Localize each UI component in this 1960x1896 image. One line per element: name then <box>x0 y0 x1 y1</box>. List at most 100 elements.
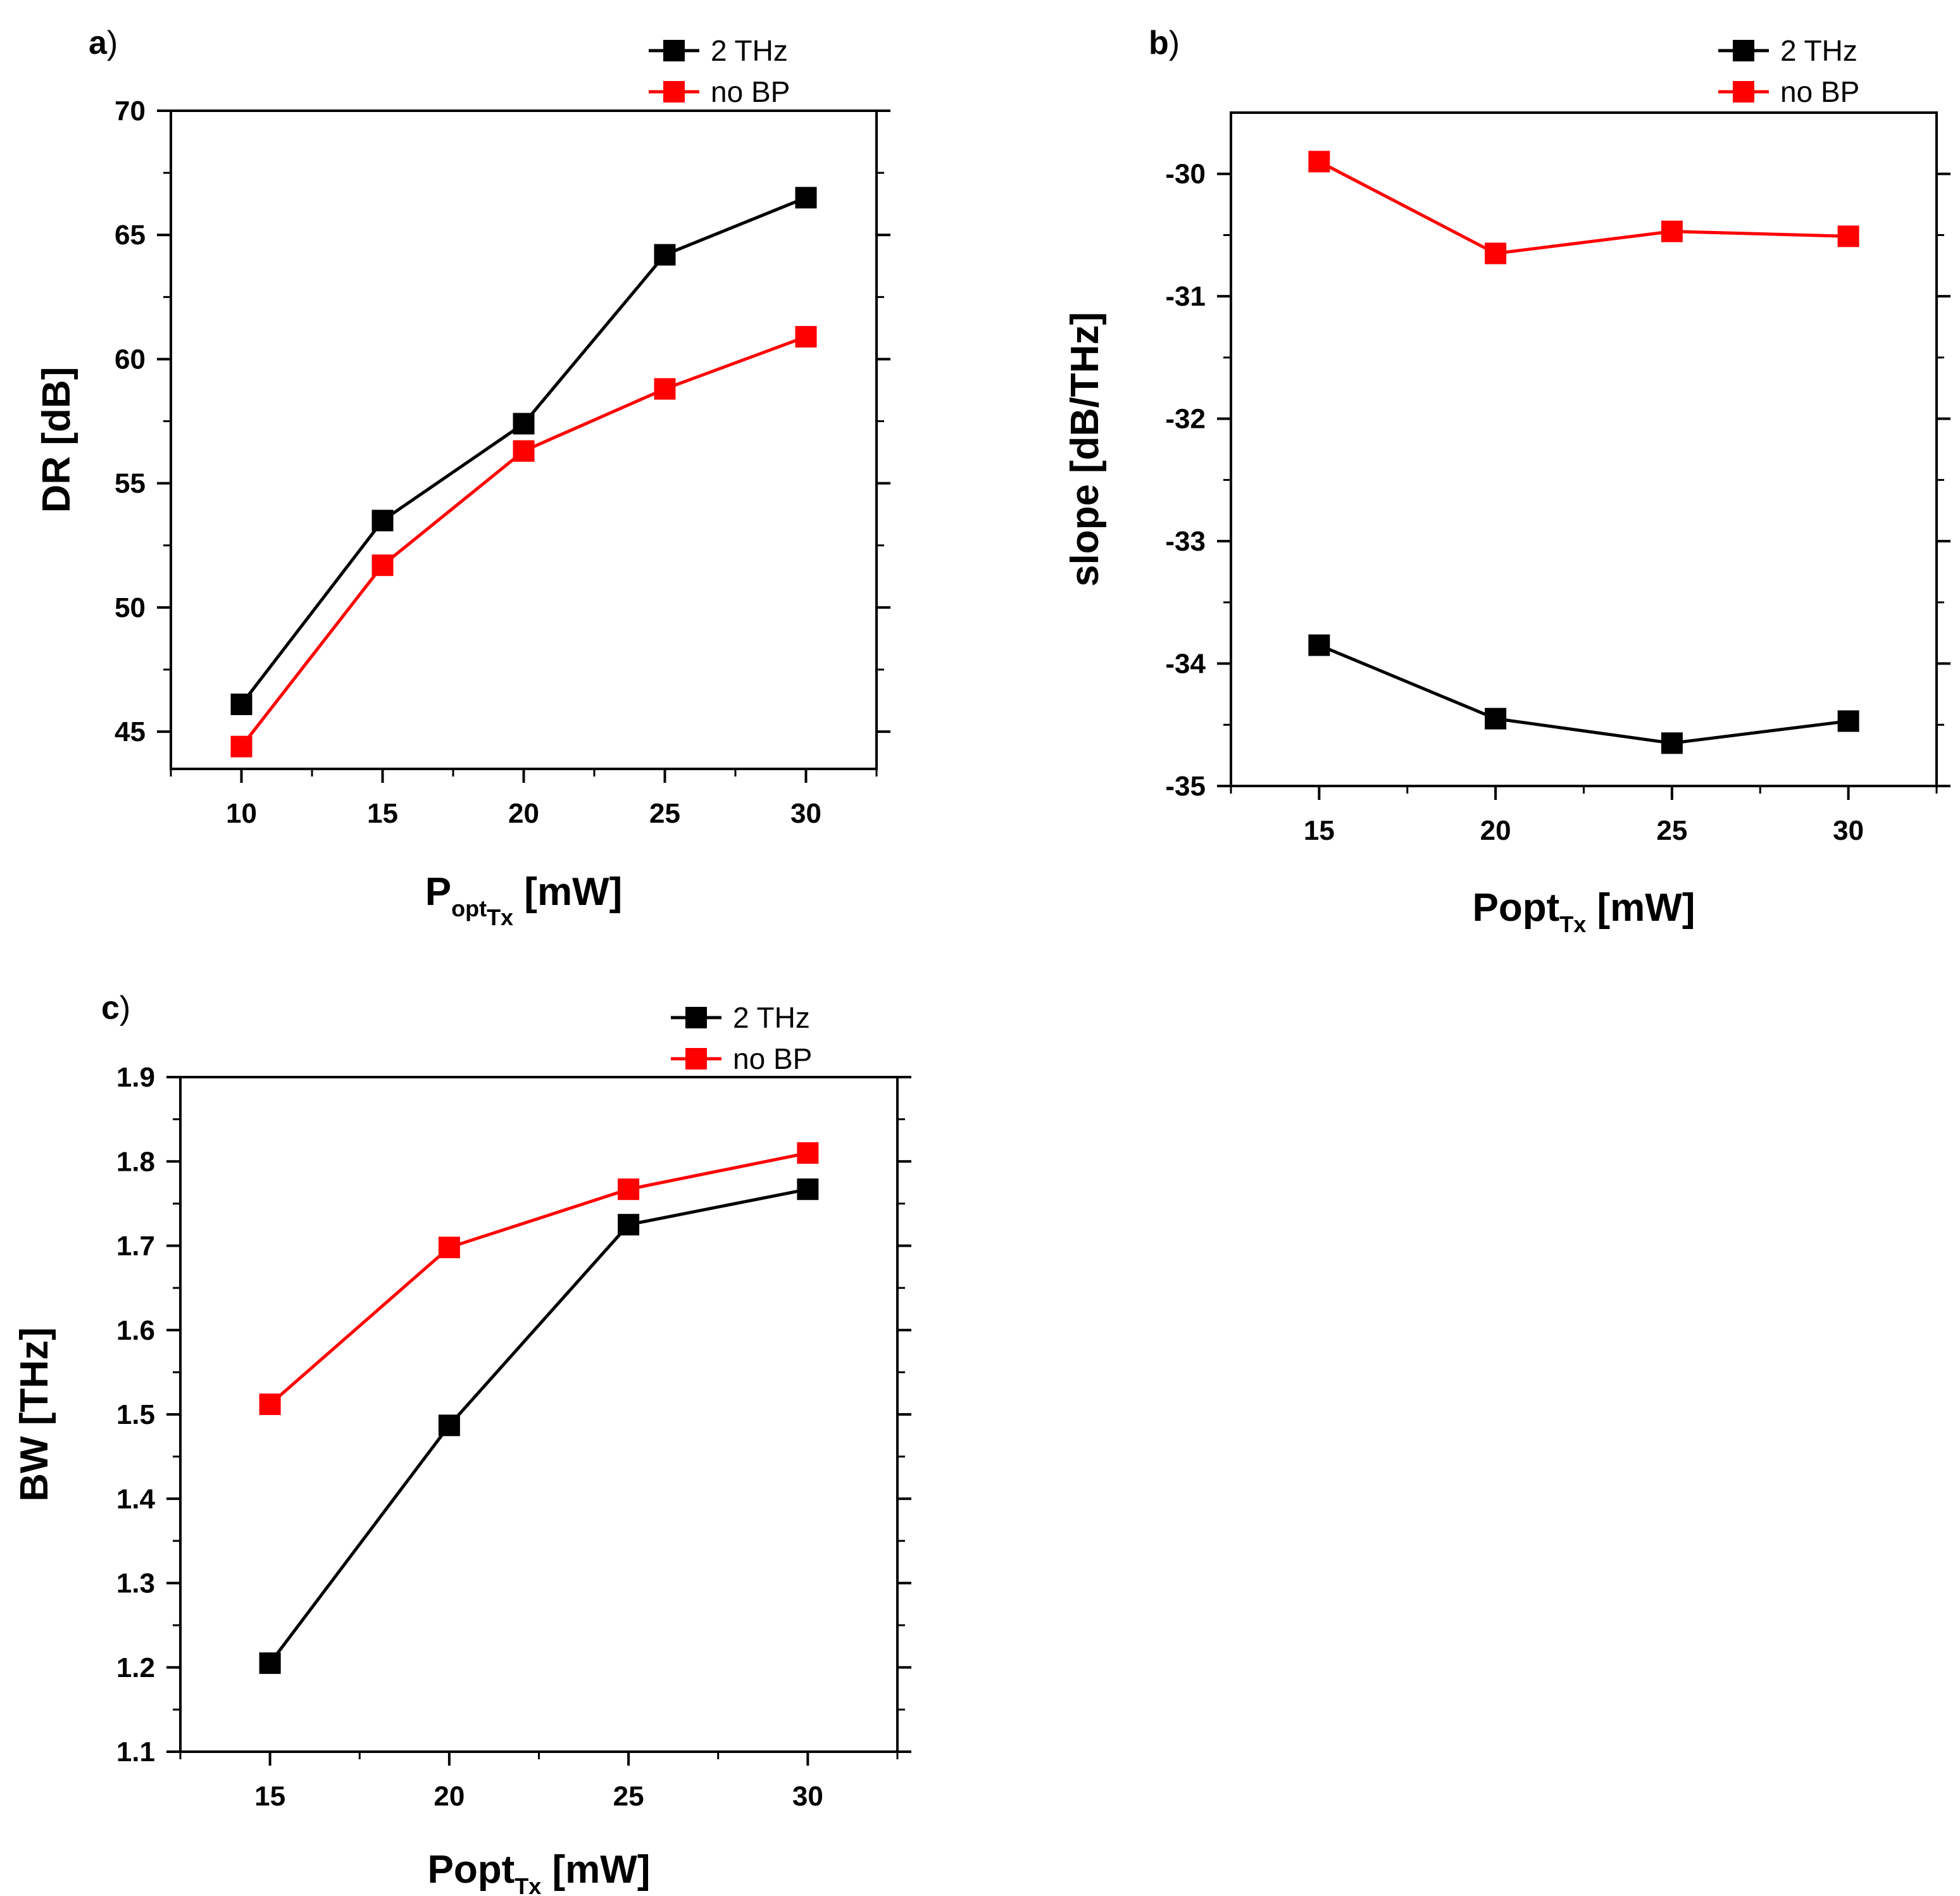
x-axis-title-main: Popt <box>428 1848 515 1892</box>
panel-label-paren: ) <box>120 990 130 1026</box>
legend-marker <box>1733 40 1754 61</box>
legend-label: 2 THz <box>733 1001 810 1034</box>
plot-frame <box>179 1076 899 1753</box>
y-tick-label: -30 <box>1165 159 1206 190</box>
data-point <box>1661 732 1683 754</box>
series-2-thz <box>1308 634 1859 754</box>
x-tick-label: 20 <box>1480 815 1511 846</box>
x-axis-title-unit: [mW] <box>1586 886 1695 930</box>
legend-label: no BP <box>711 75 790 108</box>
legend-marker <box>1733 81 1754 103</box>
y-tick-label: 1.4 <box>116 1483 156 1514</box>
series-no-bp <box>230 326 817 758</box>
data-point <box>371 554 394 577</box>
y-tick-label: 70 <box>115 96 146 127</box>
series-line <box>1318 644 1849 745</box>
panel-label-paren: ) <box>107 25 118 61</box>
series-no-bp <box>259 1142 819 1416</box>
data-point <box>259 1394 281 1416</box>
legend-marker <box>663 40 685 61</box>
y-axis-title: DR [dB] <box>35 367 78 513</box>
data-point <box>1661 220 1683 242</box>
panel-label: b) <box>1149 25 1180 61</box>
legend-marker <box>663 81 685 103</box>
x-axis-title-subsub: Tx <box>487 904 513 930</box>
x-tick-label: 30 <box>790 798 821 829</box>
panel-label-paren: ) <box>1169 25 1180 61</box>
x-axis-title-sub: Tx <box>515 1873 541 1896</box>
data-point <box>797 1142 819 1164</box>
panel-label: c) <box>101 990 130 1026</box>
x-axis-title-main: P <box>425 870 451 914</box>
legend-marker <box>685 1048 707 1070</box>
y-tick-label: -34 <box>1165 649 1206 680</box>
x-tick-label: 15 <box>367 798 398 829</box>
data-point <box>1308 151 1330 173</box>
data-point <box>654 378 676 400</box>
y-tick-label: -33 <box>1165 526 1206 557</box>
x-tick-label: 15 <box>254 1781 285 1812</box>
y-tick-label: 1.3 <box>116 1568 155 1599</box>
y-tick-label: 1.2 <box>116 1652 155 1683</box>
y-tick-label: 55 <box>115 468 146 499</box>
plot-frame <box>170 109 878 770</box>
chart-panel-b: 15 20 25 30 -35 -34 -33 -32 -31 -30 2 THz no BP b) sl… <box>1063 25 1951 937</box>
data-point <box>1308 634 1330 656</box>
y-tick-label: 65 <box>115 220 146 251</box>
data-point <box>438 1237 460 1259</box>
x-axis-title: PoptTx [mW] <box>428 1848 651 1896</box>
plot-frame <box>1230 111 1938 787</box>
y-tick-label: 1.8 <box>116 1146 155 1177</box>
data-point <box>618 1214 640 1236</box>
legend-entry: no BP <box>671 1042 812 1075</box>
legend-entry: 2 THz <box>649 34 788 67</box>
data-point <box>795 187 817 209</box>
panel-label: a) <box>89 25 118 61</box>
data-point <box>259 1652 281 1675</box>
x-tick-label: 15 <box>1304 815 1335 846</box>
x-tick-label: 10 <box>226 798 257 829</box>
y-tick-label: -35 <box>1165 771 1206 802</box>
x-axis-title-main: Popt <box>1473 886 1560 930</box>
x-tick-label: 20 <box>508 798 539 829</box>
legend-entry: no BP <box>649 75 790 108</box>
y-tick-label: 1.6 <box>116 1315 155 1346</box>
y-tick-label: 1.9 <box>116 1062 155 1093</box>
chart-panel-c: 15 20 25 30 1.1 1.2 1.3 1.4 1.5 1.6 1.7 1.8 1.9 2 THz… <box>13 990 911 1896</box>
data-point <box>1837 225 1859 247</box>
series-line <box>240 335 807 748</box>
x-tick-label: 20 <box>434 1781 465 1812</box>
y-tick-label: 45 <box>115 716 146 747</box>
data-point <box>795 326 817 348</box>
x-axis-title: PoptTx [mW] <box>425 870 623 930</box>
data-point <box>230 693 253 715</box>
series-line <box>268 1187 808 1664</box>
y-tick-label: 1.7 <box>116 1231 155 1262</box>
x-axis-title-unit: [mW] <box>513 870 622 914</box>
series-line <box>268 1151 808 1406</box>
x-tick-label: 30 <box>1833 815 1864 846</box>
legend-label: 2 THz <box>1780 34 1857 67</box>
y-tick-label: -32 <box>1165 404 1206 435</box>
y-axis-title: slope [dB/THz] <box>1063 312 1107 587</box>
x-tick-label: 25 <box>649 798 680 829</box>
data-point <box>618 1178 640 1201</box>
y-tick-label: 1.1 <box>116 1737 155 1768</box>
legend-entry: no BP <box>1718 75 1859 108</box>
y-tick-label: 50 <box>115 592 146 623</box>
y-tick-label: -31 <box>1165 281 1206 312</box>
x-axis-title-sub: opt <box>451 895 487 921</box>
data-point <box>1485 242 1507 265</box>
data-point <box>1485 708 1507 730</box>
legend-label: 2 THz <box>711 34 788 67</box>
data-point <box>513 440 535 462</box>
x-axis-title-sub: Tx <box>1559 911 1586 937</box>
y-tick-label: 60 <box>115 344 146 375</box>
series-line <box>1318 160 1849 256</box>
series-2-thz <box>259 1178 819 1675</box>
legend-marker <box>685 1007 707 1028</box>
legend-entry: 2 THz <box>1718 34 1857 67</box>
y-tick-label: 1.5 <box>116 1399 155 1430</box>
data-point <box>654 244 676 266</box>
